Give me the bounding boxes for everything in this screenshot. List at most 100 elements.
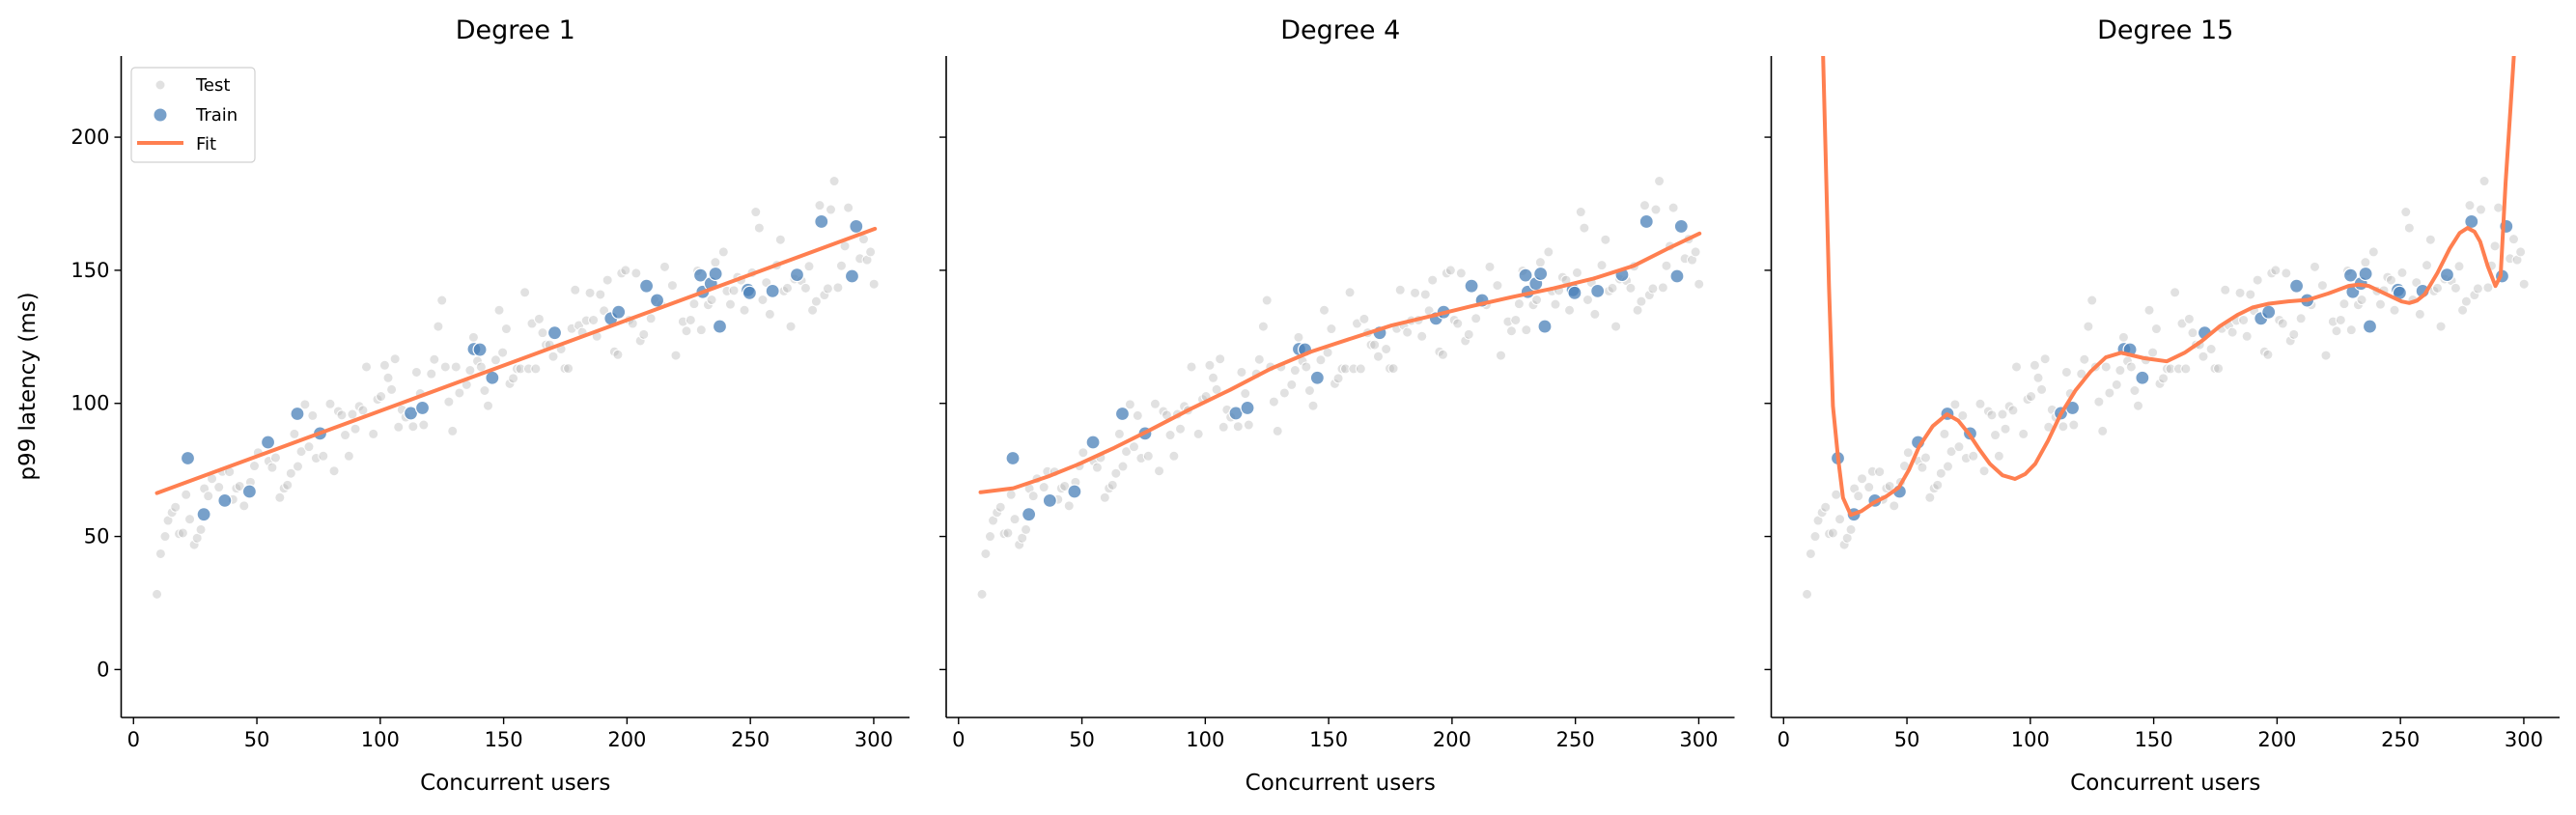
test-point <box>828 176 840 187</box>
test-point <box>1824 528 1835 540</box>
test-point <box>832 282 844 294</box>
test-point <box>433 321 444 332</box>
test-point <box>2111 379 2122 390</box>
test-point <box>238 500 250 512</box>
test-point <box>1369 339 1381 351</box>
test-point <box>2396 267 2408 278</box>
x-axis-label: Concurrent users <box>1246 771 1436 796</box>
train-point <box>290 406 305 422</box>
test-point <box>537 327 548 339</box>
train-point <box>472 342 488 357</box>
test-point <box>563 363 574 375</box>
test-point <box>2172 363 2184 375</box>
test-point <box>2086 295 2098 306</box>
test-point <box>998 528 1010 540</box>
test-point <box>1106 479 1118 491</box>
fit-line <box>978 231 1702 494</box>
test-point <box>547 351 559 362</box>
test-point <box>1978 465 1990 477</box>
test-point <box>1365 339 1377 351</box>
y-tick-label: 0 <box>97 658 109 681</box>
test-point <box>1874 466 1886 478</box>
train-point <box>844 268 860 284</box>
train-point <box>2439 267 2455 283</box>
test-point <box>511 363 522 375</box>
test-point <box>1110 467 1122 479</box>
x-tick-label: 200 <box>607 728 646 751</box>
test-point <box>269 452 281 464</box>
test-point <box>757 294 769 305</box>
fit-line <box>154 226 878 495</box>
test-point <box>1384 363 1395 375</box>
train-point <box>1309 370 1325 385</box>
panel-title: Degree 4 <box>1280 15 1400 45</box>
test-point <box>2068 419 2080 431</box>
test-point <box>454 387 465 399</box>
test-point <box>2060 366 2072 378</box>
test-point <box>1638 200 1650 211</box>
test-point <box>213 482 225 493</box>
test-point <box>1946 446 1957 458</box>
test-point <box>324 398 336 409</box>
train-point <box>692 267 709 283</box>
test-point <box>810 295 822 307</box>
test-point <box>2161 363 2172 375</box>
test-point <box>1924 492 1936 503</box>
test-point <box>479 384 490 396</box>
train-point <box>765 283 780 299</box>
test-point <box>2238 314 2250 325</box>
test-point <box>447 425 459 436</box>
test-point <box>2205 343 2217 354</box>
test-point <box>1208 372 1219 383</box>
test-point <box>2450 282 2461 294</box>
test-point <box>980 548 992 559</box>
test-point <box>2518 278 2530 290</box>
x-tick-label: 300 <box>854 728 893 751</box>
fit-line <box>1821 56 2516 518</box>
test-point <box>1968 450 1979 462</box>
test-point <box>1531 294 1543 305</box>
train-point <box>1638 213 1654 230</box>
test-point <box>1332 373 1344 384</box>
test-point <box>1636 295 1647 307</box>
test-point <box>353 401 365 412</box>
test-point <box>630 267 642 279</box>
train-point <box>2135 370 2150 385</box>
test-point <box>1410 287 1421 298</box>
test-point <box>328 465 340 477</box>
x-tick-label: 200 <box>1433 728 1471 751</box>
test-point <box>450 361 462 373</box>
test-point <box>2464 200 2476 211</box>
train-point <box>1085 435 1101 450</box>
test-point <box>533 313 545 324</box>
test-point <box>1827 527 1838 539</box>
test-point <box>1164 430 1176 441</box>
test-point <box>436 295 448 306</box>
test-point <box>1078 447 1089 459</box>
test-point <box>2125 361 2137 373</box>
test-point <box>2036 383 2048 395</box>
test-point <box>1330 378 1340 389</box>
y-tick-label: 50 <box>84 525 110 548</box>
test-point <box>976 588 988 600</box>
test-point <box>2457 304 2469 316</box>
test-point <box>1128 441 1139 453</box>
test-point <box>602 274 613 286</box>
test-point <box>1575 207 1586 218</box>
test-point <box>2295 313 2307 324</box>
train-point <box>789 267 805 283</box>
test-point <box>1289 365 1301 377</box>
train-point <box>1567 285 1582 300</box>
test-point <box>2422 260 2433 271</box>
test-point <box>2076 368 2087 379</box>
train-point <box>1464 278 1479 294</box>
test-point <box>2270 265 2282 276</box>
test-point <box>2400 207 2412 218</box>
test-point <box>1014 539 1025 550</box>
test-point <box>285 467 296 479</box>
test-point <box>2367 246 2379 258</box>
test-point <box>1838 539 1850 550</box>
test-point <box>634 335 646 347</box>
y-tick-label: 150 <box>70 259 109 282</box>
